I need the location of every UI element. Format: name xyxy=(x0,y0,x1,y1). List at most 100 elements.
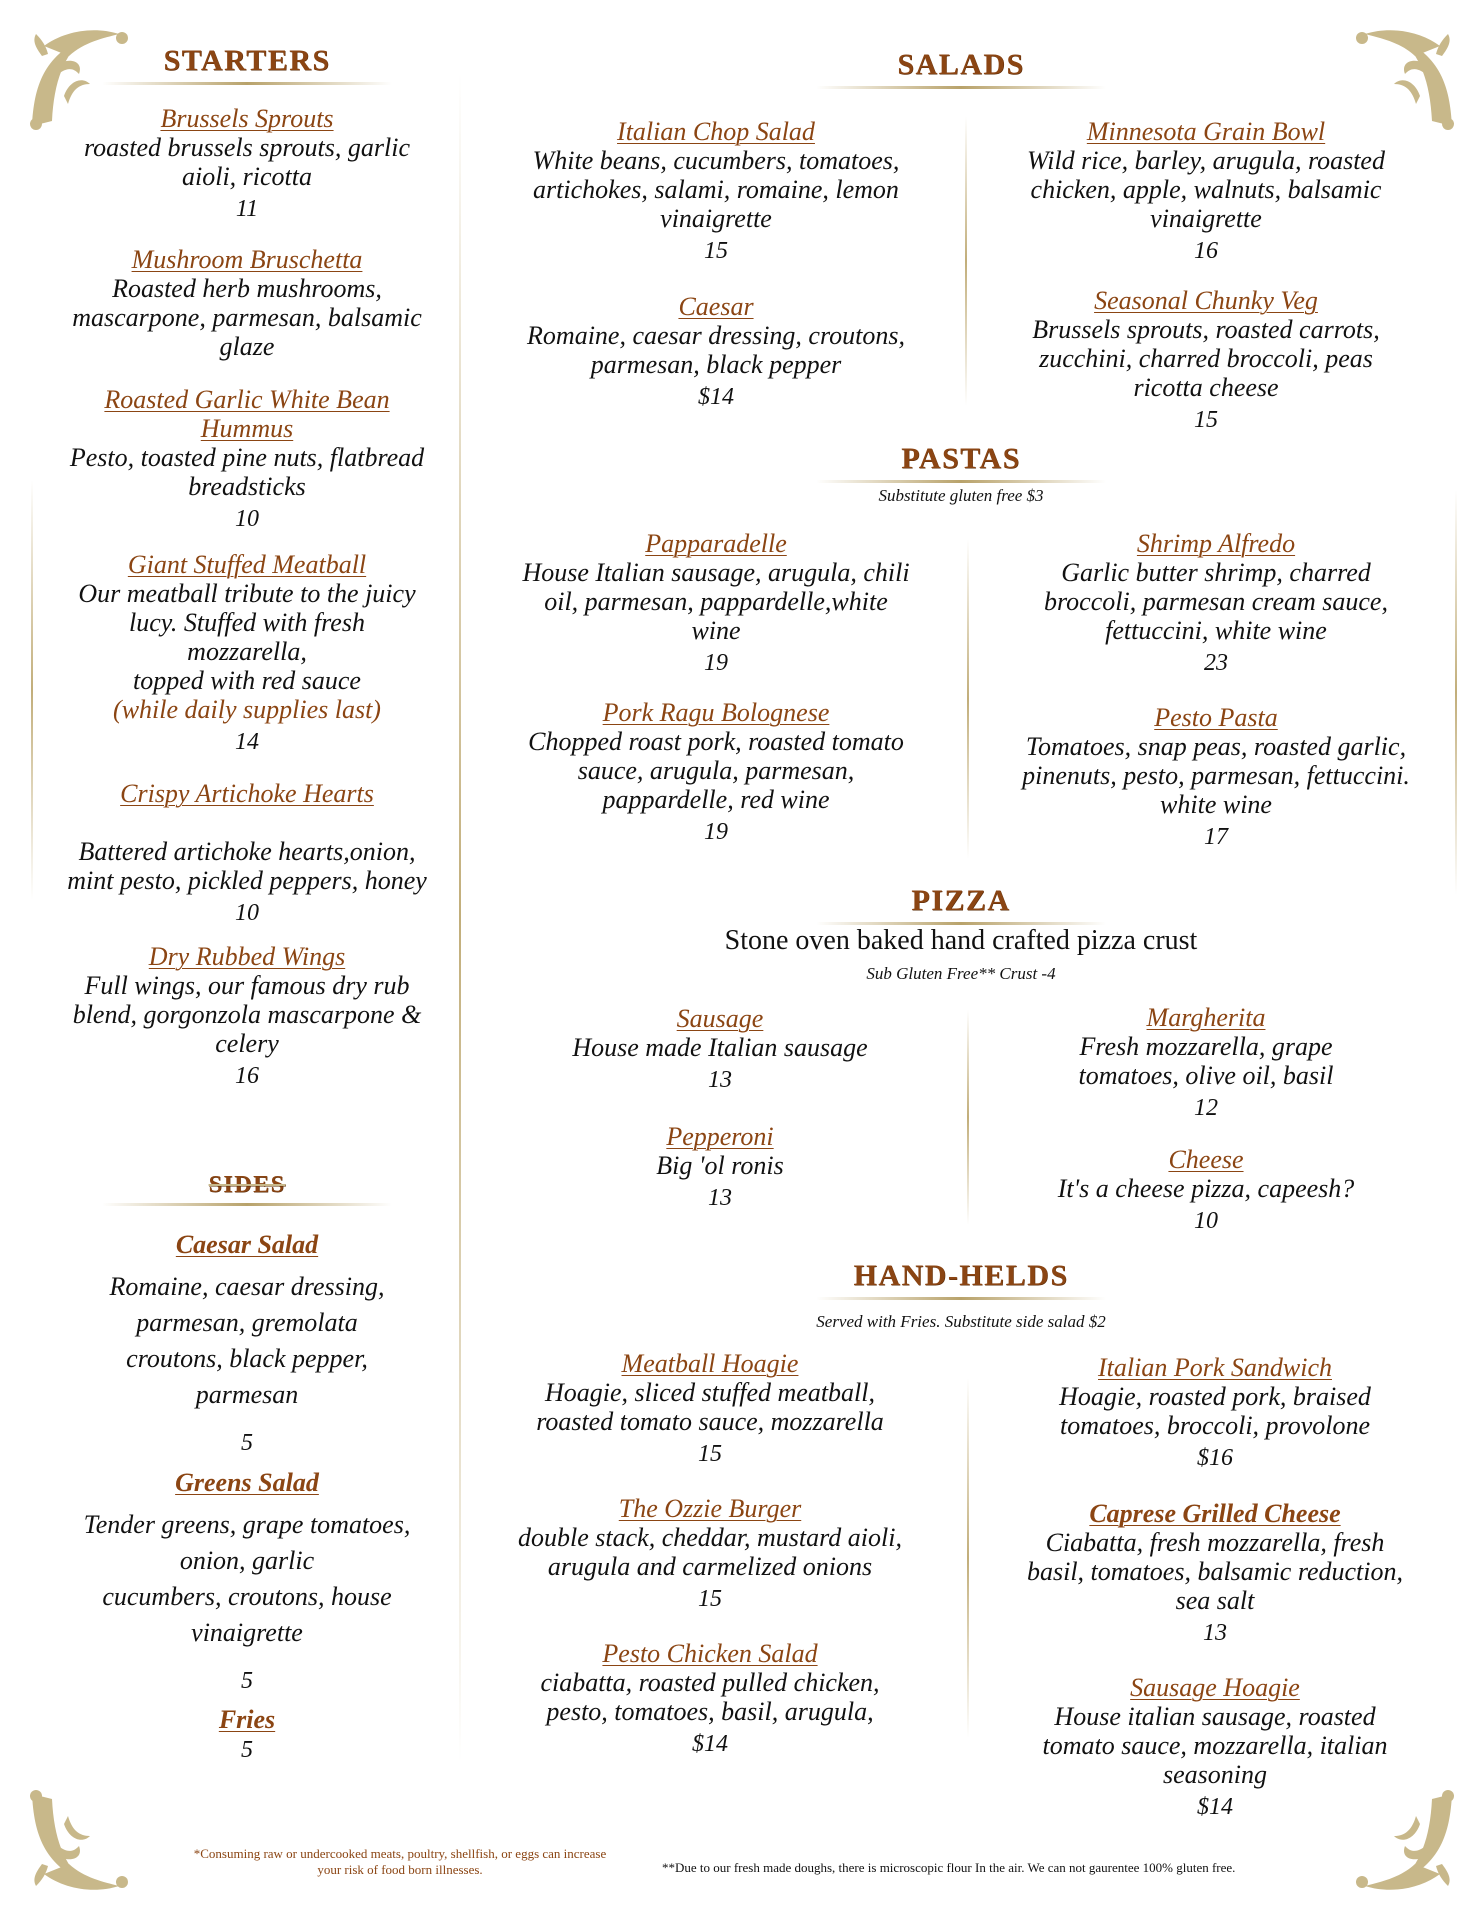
sides-item-price: 5 xyxy=(241,1737,253,1763)
footer-left-line: your risk of food born illnesses. xyxy=(317,1862,483,1877)
pizza-item-title: Sausage xyxy=(676,1004,764,1033)
salads-item: Minnesota Grain Bowl Wild rice, barley, a… xyxy=(1027,117,1385,266)
handhelds-item-description: tomatoes, broccoli, provolone xyxy=(1059,1411,1371,1440)
pastas-title: PASTAS xyxy=(901,442,1021,475)
handhelds-subtitle: Served with Fries. Substitute side salad… xyxy=(816,1312,1106,1331)
pastas-item-description: broccoli, parmesan cream sauce, xyxy=(1044,587,1388,616)
handhelds-item-title: Sausage Hoagie xyxy=(1130,1673,1300,1702)
handhelds-item-price: 15 xyxy=(698,1441,722,1467)
spacer xyxy=(67,808,427,837)
corner-ornament-bottom-left xyxy=(24,1784,134,1894)
handhelds-item: Pesto Chicken Salad ciabatta, roasted pul… xyxy=(540,1639,879,1759)
starters-item-price: 14 xyxy=(234,729,259,755)
pastas-item-description: Chopped roast pork, roasted tomato xyxy=(528,727,904,756)
pizza-header-rule xyxy=(816,922,1106,925)
handhelds-item-description: seasoning xyxy=(1162,1760,1267,1789)
salads-item-description: artichokes, salami, romaine, lemon xyxy=(533,175,899,204)
pastas-item-title: Shrimp Alfredo xyxy=(1136,529,1296,558)
pastas-item: Papparadelle House Italian sausage, arugu… xyxy=(522,529,909,678)
footer-raw-food-warning: *Consuming raw or undercooked meats, pou… xyxy=(160,1846,640,1878)
starters-item-description: lucy. Stuffed with fresh xyxy=(129,608,365,637)
starters-item-description: Pesto, toasted pine nuts, flatbread xyxy=(69,443,425,472)
starters-item-description: breadsticks xyxy=(188,472,306,501)
sides-item: Caesar Salad Romaine, caesar dressing, par… xyxy=(110,1227,385,1461)
starters-item: Roasted Garlic White Bean Hummus Pesto, to… xyxy=(70,385,424,534)
salads-title: SALADS xyxy=(897,48,1025,81)
corner-ornament-top-left xyxy=(24,26,134,136)
footer-gluten-disclaimer: **Due to our fresh made doughs, there is… xyxy=(662,1860,1236,1875)
starters-item: Brussels Sprouts roasted brussels sprouts… xyxy=(84,104,410,224)
sides-item-title: Caesar Salad xyxy=(175,1230,319,1259)
sides-item-description: croutons, black pepper, xyxy=(126,1344,368,1373)
salads-item: Italian Chop Salad White beans, cucumbers… xyxy=(533,117,900,266)
handhelds-item-price: $14 xyxy=(1196,1794,1233,1820)
pizza-item: Sausage House made Italian sausage 13 xyxy=(572,1004,867,1095)
pastas-header: PASTAS xyxy=(816,442,1106,483)
starters-item-title: Mushroom Bruschetta xyxy=(131,245,363,274)
starters-item-price: 16 xyxy=(234,1063,259,1089)
starters-item-title: Dry Rubbed Wings xyxy=(148,942,346,971)
sides-header-rule xyxy=(102,1203,392,1206)
salads-item-title: Italian Chop Salad xyxy=(617,117,815,146)
handhelds-item-description: sea salt xyxy=(1175,1586,1255,1615)
pastas-item-description: white wine xyxy=(1160,790,1272,819)
starters-item-price: 10 xyxy=(235,506,259,532)
sides-title: SIDES xyxy=(208,1172,286,1198)
pizza-title: PIZZA xyxy=(911,884,1011,917)
salads-item-title: Seasonal Chunky Veg xyxy=(1094,286,1318,315)
salads-item-price: 15 xyxy=(1193,407,1218,433)
pastas-item: Pork Ragu Bolognese Chopped roast pork, r… xyxy=(528,698,904,847)
pastas-item-description: oil, parmesan, pappardelle,white xyxy=(544,587,888,616)
pizza-item-description: Big 'ol ronis xyxy=(656,1151,784,1180)
starters-item-description: roasted brussels sprouts, garlic xyxy=(84,133,410,162)
sides-item-description: Tender greens, grape tomatoes, xyxy=(83,1510,411,1539)
pastas-item-description: House Italian sausage, arugula, chili xyxy=(522,558,910,587)
handhelds-item-title: Pesto Chicken Salad xyxy=(602,1639,818,1668)
pastas-item-description: pappardelle, red wine xyxy=(602,785,830,814)
sides-item-title: Greens Salad xyxy=(175,1468,319,1497)
handhelds-item-title: Italian Pork Sandwich xyxy=(1098,1353,1332,1382)
handhelds-item-price: $16 xyxy=(1196,1445,1233,1471)
salads-item-description: Wild rice, barley, arugula, roasted xyxy=(1027,146,1385,175)
handhelds-item-price: 13 xyxy=(1202,1620,1227,1646)
pastas-item-title: Pork Ragu Bolognese xyxy=(602,698,830,727)
pizza-item-price: 13 xyxy=(707,1185,732,1211)
pastas-header-rule xyxy=(816,480,1106,483)
salads-item: Seasonal Chunky Veg Brussels sprouts, roa… xyxy=(1032,286,1379,435)
pizza-item-price: 10 xyxy=(1193,1208,1218,1234)
pastas-item-description: pinenuts, pesto, parmesan, fettuccini. xyxy=(1022,761,1410,790)
corner-ornament-bottom-right xyxy=(1350,1784,1460,1894)
handhelds-item-title: The Ozzie Burger xyxy=(618,1494,802,1523)
pastas-item-description: wine xyxy=(691,616,741,645)
salads-item-title: Caesar xyxy=(678,292,754,321)
starters-item-title: Brussels Sprouts xyxy=(160,104,334,133)
pastas-item-description: sauce, arugula, parmesan, xyxy=(577,756,855,785)
starters-item-description: aioli, ricotta xyxy=(182,162,312,191)
pizza-item: Pepperoni Big 'ol ronis 13 xyxy=(656,1122,783,1213)
handhelds-item: The Ozzie Burger double stack, cheddar, m… xyxy=(518,1494,902,1614)
starters-header: STARTERS xyxy=(102,44,392,85)
column-divider xyxy=(459,73,461,1763)
sides-header: SIDES xyxy=(102,1172,392,1206)
column-divider xyxy=(967,1010,969,1225)
starters-item-description: glaze xyxy=(219,332,275,361)
pizza-item: Cheese It's a cheese pizza, capeesh? 10 xyxy=(1058,1145,1355,1236)
handhelds-item-description: ciabatta, roasted pulled chicken, xyxy=(540,1668,880,1697)
sides-item-description: parmesan, gremolata xyxy=(136,1308,358,1337)
starters-item-description: topped with red sauce xyxy=(133,666,361,695)
salads-item-description: parmesan, black pepper xyxy=(590,350,842,379)
starters-item-title: Crispy Artichoke Hearts xyxy=(120,779,374,808)
pizza-item: Margherita Fresh mozzarella, grape tomatoe… xyxy=(1079,1003,1334,1123)
starters-item-title: Giant Stuffed Meatball xyxy=(127,550,367,579)
starters-item-title: Roasted Garlic White Bean Hummus xyxy=(104,385,390,443)
pizza-subtitle: Sub Gluten Free** Crust -4 xyxy=(866,964,1056,983)
pizza-item-title: Margherita xyxy=(1146,1003,1266,1032)
salads-item-description: zucchini, charred broccoli, peas xyxy=(1039,344,1373,373)
starters-item-description: Battered artichoke hearts,onion, xyxy=(78,837,416,866)
salads-item-price: 15 xyxy=(703,238,728,264)
salads-item-description: Romaine, caesar dressing, croutons, xyxy=(527,321,905,350)
pastas-item-price: 17 xyxy=(1204,824,1228,850)
sides-item: Fries 5 xyxy=(219,1702,275,1768)
starters-item: Mushroom Bruschetta Roasted herb mushroom… xyxy=(72,245,422,361)
handhelds-item-description: arugula and carmelized onions xyxy=(547,1552,873,1581)
